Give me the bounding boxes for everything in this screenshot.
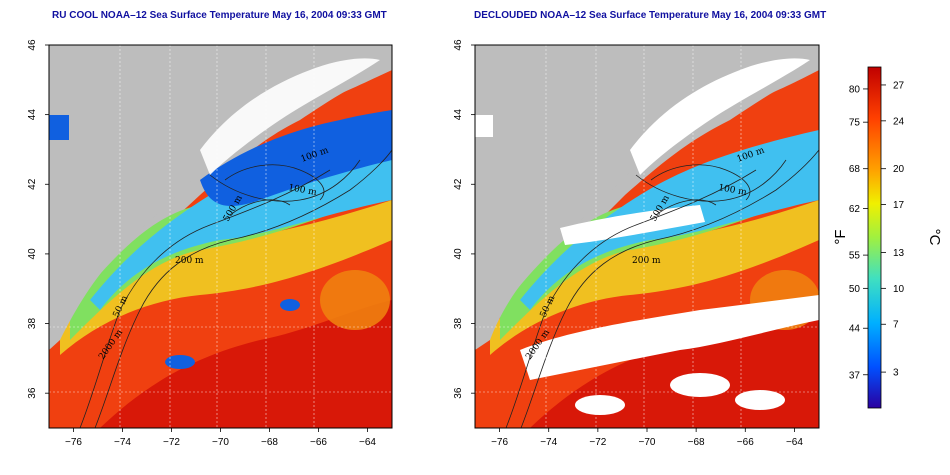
contour-label: 200 m bbox=[632, 256, 661, 266]
right-x-tick-label: −68 bbox=[688, 437, 705, 448]
right-y-tick-label: 42 bbox=[453, 178, 464, 190]
colorbar: 80 75 68 62 55 50 44 37 27 24 20 17 13 10 7 3 °F °C bbox=[832, 66, 943, 409]
left-x-tick-label: −76 bbox=[65, 437, 82, 448]
left-x-tick-label: −68 bbox=[261, 437, 278, 448]
fahrenheit-tick-label: 68 bbox=[849, 164, 861, 175]
celsius-tick-label: 27 bbox=[893, 80, 905, 91]
colorbar-gradient bbox=[867, 66, 882, 409]
right-x-tick-label: −70 bbox=[639, 437, 656, 448]
left-x-tick-label: −66 bbox=[310, 437, 327, 448]
left-axes: −76 −74 −72 −70 −68 −66 −64 36 38 40 42 44 46 bbox=[27, 39, 376, 448]
celsius-tick-label: 20 bbox=[893, 164, 905, 175]
left-x-tick-label: −74 bbox=[114, 437, 131, 448]
fahrenheit-tick-label: 75 bbox=[849, 118, 861, 129]
celsius-tick-label: 3 bbox=[893, 368, 899, 379]
celsius-tick-label: 13 bbox=[893, 248, 905, 259]
celsius-tick-label: 7 bbox=[893, 320, 899, 331]
left-y-tick-label: 42 bbox=[27, 178, 38, 190]
left-y-tick-label: 44 bbox=[27, 109, 38, 121]
right-y-tick-label: 36 bbox=[453, 387, 464, 399]
right-x-tick-label: −72 bbox=[589, 437, 606, 448]
left-y-tick-label: 40 bbox=[27, 248, 38, 260]
celsius-tick-label: 24 bbox=[893, 116, 905, 127]
fahrenheit-tick-label: 62 bbox=[849, 204, 861, 215]
contour-label: 100 m bbox=[717, 183, 747, 198]
left-y-tick-label: 36 bbox=[27, 387, 38, 399]
fahrenheit-tick-label: 55 bbox=[849, 251, 861, 262]
right-axes: −76 −74 −72 −70 −68 −66 −64 36 38 40 42 44 46 bbox=[453, 39, 803, 448]
right-x-tick-label: −66 bbox=[737, 437, 754, 448]
right-x-tick-label: −64 bbox=[786, 437, 803, 448]
fahrenheit-unit-label: °F bbox=[832, 229, 849, 244]
celsius-unit-label: °C bbox=[926, 229, 943, 246]
fahrenheit-tick-label: 44 bbox=[849, 324, 861, 335]
left-x-tick-label: −64 bbox=[359, 437, 376, 448]
celsius-tick-label: 10 bbox=[893, 284, 905, 295]
contour-label: 100 m bbox=[287, 183, 317, 198]
fahrenheit-tick-label: 50 bbox=[849, 284, 861, 295]
left-y-tick-label: 38 bbox=[27, 318, 38, 330]
right-x-tick-label: −76 bbox=[491, 437, 508, 448]
left-x-tick-label: −72 bbox=[163, 437, 180, 448]
right-y-tick-label: 40 bbox=[453, 248, 464, 260]
left-y-tick-label: 46 bbox=[27, 39, 38, 51]
left-panel-title: RU COOL NOAA–12 Sea Surface Temperature … bbox=[52, 10, 387, 21]
right-panel-title: DECLOUDED NOAA–12 Sea Surface Temperatur… bbox=[474, 10, 827, 21]
right-y-tick-label: 38 bbox=[453, 318, 464, 330]
fahrenheit-tick-label: 80 bbox=[849, 84, 861, 95]
right-map-panel bbox=[475, 45, 819, 428]
right-y-tick-label: 44 bbox=[453, 109, 464, 121]
left-map-panel bbox=[49, 45, 392, 428]
fahrenheit-tick-label: 37 bbox=[849, 370, 861, 381]
right-x-tick-label: −74 bbox=[540, 437, 557, 448]
left-x-tick-label: −70 bbox=[212, 437, 229, 448]
contour-label: 200 m bbox=[175, 256, 204, 266]
right-y-tick-label: 46 bbox=[453, 39, 464, 51]
celsius-tick-label: 17 bbox=[893, 200, 905, 211]
